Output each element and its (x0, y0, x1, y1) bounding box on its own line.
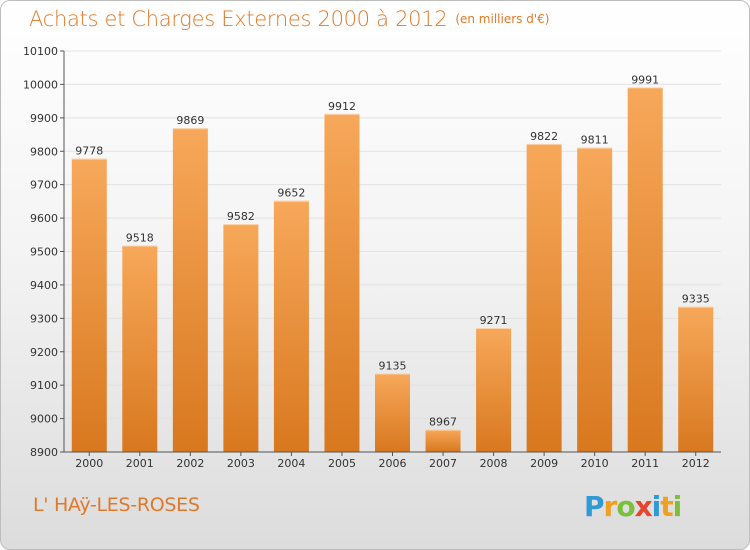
bars (71, 87, 714, 453)
data-label: 9912 (328, 100, 356, 113)
bar-2004 (273, 200, 309, 452)
x-tick-label: 2006 (379, 457, 407, 470)
y-tick-label: 9300 (30, 312, 58, 325)
x-tick-label: 2009 (530, 457, 558, 470)
y-tick-label: 9700 (30, 179, 58, 192)
bar-2003 (223, 224, 259, 452)
data-label: 9652 (277, 187, 305, 200)
brand-letter: i (672, 490, 683, 523)
data-label: 9811 (581, 134, 609, 147)
y-tick-label: 10100 (23, 45, 58, 58)
x-tick-label: 2010 (581, 457, 609, 470)
bar-2010 (577, 147, 613, 453)
x-tick-label: 2005 (328, 457, 356, 470)
y-tick-label: 9200 (30, 346, 58, 359)
x-tick-label: 2003 (227, 457, 255, 470)
x-tick-label: 2011 (631, 457, 659, 470)
bar-2009 (526, 143, 562, 453)
bar-2011 (627, 87, 663, 452)
brand-logo: Proxiti (584, 490, 683, 523)
brand-letter: i (651, 490, 662, 523)
y-tick-label: 8900 (30, 446, 58, 459)
bar-2007 (425, 429, 461, 452)
chart-title-main: Achats et Charges Externes 2000 à 2012 (29, 7, 448, 31)
y-tick-label: 10000 (23, 78, 58, 91)
data-label: 9991 (631, 73, 659, 86)
x-tick-label: 2000 (75, 457, 103, 470)
brand-letter: t (660, 490, 673, 523)
x-tick-label: 2012 (682, 457, 710, 470)
x-tick-label: 2008 (480, 457, 508, 470)
bar-2005 (324, 113, 360, 452)
y-tick-label: 9800 (30, 145, 58, 158)
data-label: 9822 (530, 130, 558, 143)
y-tick-label: 9400 (30, 279, 58, 292)
chart-title-unit: (en milliers d'€) (455, 12, 550, 26)
bar-2001 (122, 245, 158, 452)
x-tick-label: 2002 (176, 457, 204, 470)
x-tick-label: 2007 (429, 457, 457, 470)
data-label: 9778 (75, 145, 103, 158)
y-tick-label: 9100 (30, 379, 58, 392)
data-label: 8967 (429, 416, 457, 429)
chart-title: Achats et Charges Externes 2000 à 2012 (e… (29, 7, 549, 31)
brand-letter: x (634, 490, 653, 523)
bar-2008 (476, 328, 512, 452)
data-label: 9335 (682, 293, 710, 306)
y-tick-label: 9000 (30, 413, 58, 426)
x-tick-label: 2004 (277, 457, 305, 470)
bar-2000 (71, 158, 107, 452)
y-tick-label: 9600 (30, 212, 58, 225)
y-tick-label: 9500 (30, 246, 58, 259)
place-name: L' HAÿ-LES-ROSES (33, 494, 200, 516)
axes: 8900 9000 9100 9200 9300 9400 9500 9600 9700 9800… (23, 45, 721, 470)
brand-letter: P (584, 490, 605, 523)
x-tick-label: 2001 (126, 457, 154, 470)
bar-2006 (375, 373, 410, 452)
y-tick-label: 9900 (30, 112, 58, 125)
data-label: 9869 (176, 114, 204, 127)
bar-2002 (172, 128, 208, 452)
data-label: 9518 (126, 231, 154, 244)
bar-2012 (678, 306, 714, 452)
data-labels: 9778 9518 9869 9582 9652 9912 9135 8967 9271 9822… (75, 73, 709, 428)
data-label: 9271 (480, 314, 508, 327)
data-label: 9582 (227, 210, 255, 223)
brand-letter: r (603, 490, 618, 523)
brand-letter: o (616, 490, 635, 523)
data-label: 9135 (379, 359, 407, 372)
